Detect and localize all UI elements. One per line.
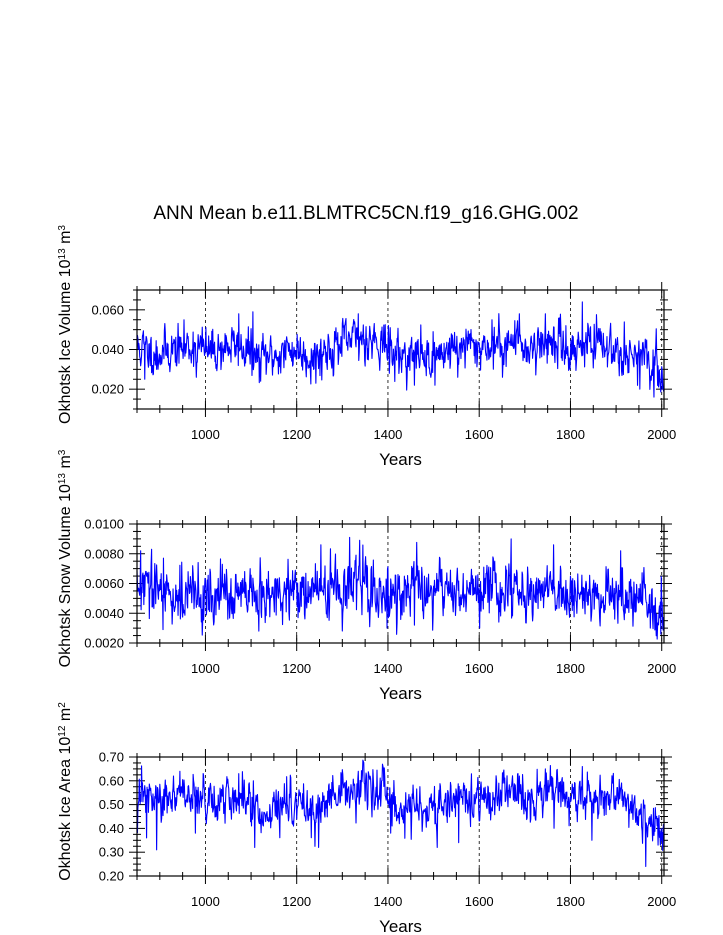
axis-ticks — [129, 749, 672, 884]
y-tick-labels: 0.20 0.30 0.40 0.50 0.60 0.70 — [99, 750, 124, 884]
x-tick-label: 1000 — [191, 661, 220, 676]
y-label-unit: m — [57, 455, 74, 473]
x-tick-label: 1800 — [556, 427, 585, 442]
y-tick-label: 0.040 — [91, 342, 124, 357]
y-tick-label: 0.0060 — [84, 576, 124, 591]
y-tick-label: 0.0040 — [84, 606, 124, 621]
x-tick-label: 1800 — [556, 661, 585, 676]
y-tick-label: 0.20 — [99, 869, 124, 884]
x-axis-label: Years — [379, 684, 422, 703]
y-label-main: Okhotsk Ice Area 10 — [57, 737, 74, 881]
y-label-main: Okhotsk Ice Volume 10 — [57, 259, 74, 424]
y-tick-label: 0.060 — [91, 302, 124, 317]
x-tick-label: 1200 — [282, 427, 311, 442]
x-tick-labels: 1000 1200 1400 1600 1800 2000 — [191, 427, 676, 442]
y-label-unit: m — [57, 231, 74, 249]
x-tick-label: 1000 — [191, 427, 220, 442]
x-tick-label: 2000 — [647, 894, 676, 909]
x-tick-labels: 1000 1200 1400 1600 1800 2000 — [191, 661, 676, 676]
x-tick-label: 1600 — [465, 427, 494, 442]
y-tick-label: 0.60 — [99, 773, 124, 788]
x-gridlines — [205, 757, 663, 876]
ice-area-series-line — [136, 759, 665, 868]
ice-volume-series-line — [136, 301, 665, 398]
x-axis-label: Years — [379, 917, 422, 935]
y-tick-labels: 0.020 0.040 0.060 — [91, 302, 124, 396]
y-tick-labels: 0.0020 0.0040 0.0060 0.0080 0.0100 — [84, 517, 124, 651]
panel-ice-area: 1000 1200 1400 1600 1800 2000 0.20 0.30 0.40 0.5… — [57, 702, 677, 935]
x-tick-label: 1000 — [191, 894, 220, 909]
x-tick-label: 1400 — [373, 661, 402, 676]
plot-frame — [136, 289, 665, 410]
y-tick-label: 0.70 — [99, 750, 124, 765]
x-tick-label: 1200 — [282, 894, 311, 909]
y-axis-label: Okhotsk Snow Volume 1013 m3 — [57, 449, 75, 667]
y-tick-label: 0.020 — [91, 382, 124, 397]
x-gridlines — [205, 524, 663, 643]
x-tick-labels: 1000 1200 1400 1600 1800 2000 — [191, 894, 676, 909]
panel-snow-volume: 1000 1200 1400 1600 1800 2000 0.00200.00400.0… — [57, 449, 677, 703]
plot-frame — [136, 523, 665, 644]
snow-volume-series-line — [136, 536, 665, 640]
y-label-exponent: 12 — [57, 725, 68, 737]
y-label-unit-exponent: 2 — [57, 702, 68, 708]
y-label-main: Okhotsk Snow Volume 10 — [57, 484, 74, 667]
x-tick-label: 1400 — [373, 427, 402, 442]
x-tick-label: 2000 — [647, 661, 676, 676]
y-label-unit-exponent: 3 — [57, 225, 68, 231]
plot-frame — [136, 756, 665, 877]
y-tick-label: 0.0080 — [84, 546, 124, 561]
x-tick-label: 1600 — [465, 894, 494, 909]
panel-ice-volume: 1000 1200 1400 1600 1800 2000 0.020 0.040 0.060… — [57, 225, 677, 469]
x-tick-label: 1200 — [282, 661, 311, 676]
y-label-exponent: 13 — [57, 248, 68, 260]
y-tick-label: 0.50 — [99, 797, 124, 812]
y-tick-label: 0.30 — [99, 845, 124, 860]
y-tick-label: 0.0100 — [84, 517, 124, 532]
y-axis-label: Okhotsk Ice Area 1012 m2 — [57, 702, 75, 881]
x-tick-label: 1800 — [556, 894, 585, 909]
x-tick-label: 1400 — [373, 894, 402, 909]
y-label-unit: m — [57, 708, 74, 726]
y-axis-label: Okhotsk Ice Volume 1013 m3 — [57, 225, 75, 424]
figure-title: ANN Mean b.e11.BLMTRC5CN.f19_g16.GHG.002 — [153, 203, 578, 224]
y-label-unit-exponent: 3 — [57, 449, 68, 455]
x-tick-label: 1600 — [465, 661, 494, 676]
y-label-exponent: 13 — [57, 473, 68, 485]
y-tick-label: 0.0020 — [84, 636, 124, 651]
y-tick-label: 0.40 — [99, 821, 124, 836]
x-tick-label: 2000 — [647, 427, 676, 442]
x-axis-label: Years — [379, 450, 422, 469]
